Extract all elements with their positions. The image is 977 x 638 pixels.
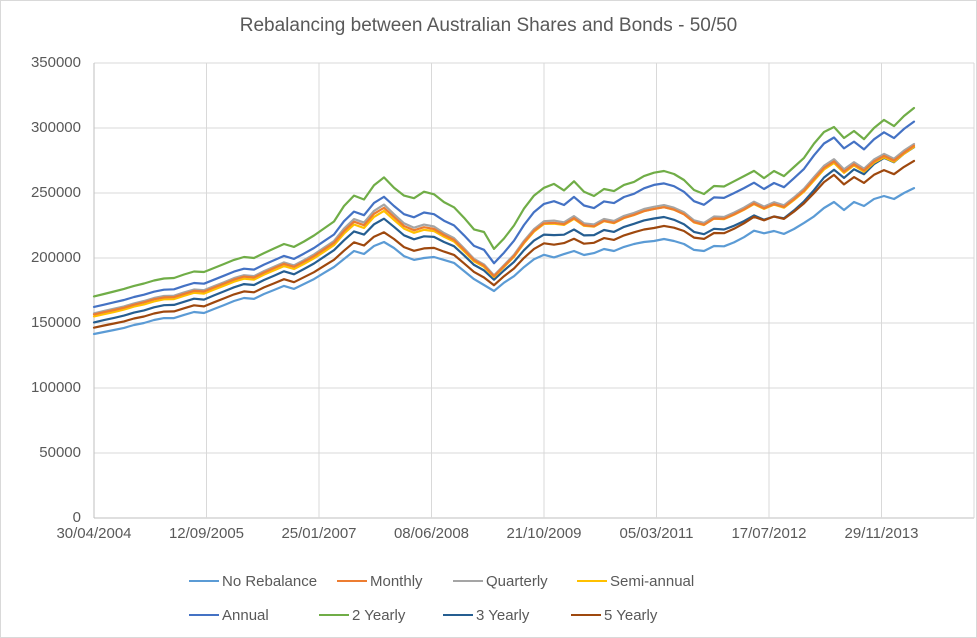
y-axis-label: 200000: [30, 249, 81, 266]
legend-item-no-rebalance: No Rebalance: [189, 572, 317, 592]
legend-label: 3 Yearly: [476, 607, 530, 624]
series-line-2-yearly: [92, 106, 916, 298]
x-axis-label: 12/09/2005: [168, 525, 245, 542]
x-axis-label: 25/01/2007: [281, 525, 357, 542]
legend-label: Monthly: [370, 573, 423, 590]
legend-label: Annual: [222, 607, 269, 624]
legend-item-semi-annual: Semi-annual: [577, 572, 694, 592]
legend-item-5-yearly: 5 Yearly: [571, 606, 657, 626]
legend-swatch: [189, 613, 219, 616]
legend-swatch: [443, 613, 473, 616]
series-line-3-yearly: [92, 146, 916, 324]
y-axis-label: 100000: [30, 379, 81, 396]
legend-item-annual: Annual: [189, 606, 269, 626]
x-axis-label: 30/04/2004: [56, 525, 132, 542]
legend-label: No Rebalance: [222, 573, 318, 590]
y-axis-label: 150000: [30, 314, 81, 331]
legend-label: Quarterly: [486, 573, 548, 590]
legend-item-3-yearly: 3 Yearly: [443, 606, 529, 626]
legend-item-2-yearly: 2 Yearly: [319, 606, 405, 626]
y-axis-label: 250000: [30, 184, 81, 201]
legend-label: Semi-annual: [610, 573, 695, 590]
x-axis-label: 08/06/2008: [393, 525, 470, 542]
legend-swatch: [319, 613, 349, 616]
x-axis-label: 05/03/2011: [619, 525, 694, 542]
legend-swatch: [189, 579, 219, 582]
x-axis-label: 17/07/2012: [731, 525, 807, 542]
series-line-no-rebalance: [92, 187, 916, 336]
series-line-annual: [92, 120, 916, 308]
chart-title: Rebalancing between Australian Shares an…: [239, 15, 738, 36]
y-axis-label: 0: [72, 509, 81, 526]
legend-swatch: [571, 613, 601, 616]
legend-label: 2 Yearly: [352, 607, 406, 624]
series-line-monthly: [92, 144, 916, 316]
legend-item-monthly: Monthly: [337, 572, 423, 592]
legend-swatch: [577, 579, 607, 582]
y-axis-label: 300000: [30, 119, 81, 136]
legend-swatch: [453, 579, 483, 582]
x-axis-label: 29/11/2013: [844, 525, 919, 542]
y-axis-label: 350000: [30, 54, 81, 71]
legend-label: 5 Yearly: [604, 607, 658, 624]
legend-item-quarterly: Quarterly: [453, 572, 548, 592]
x-axis-label: 21/10/2009: [506, 525, 582, 542]
legend-swatch: [337, 579, 367, 582]
y-axis-label: 50000: [39, 444, 81, 461]
series-line-5-yearly: [92, 159, 916, 329]
